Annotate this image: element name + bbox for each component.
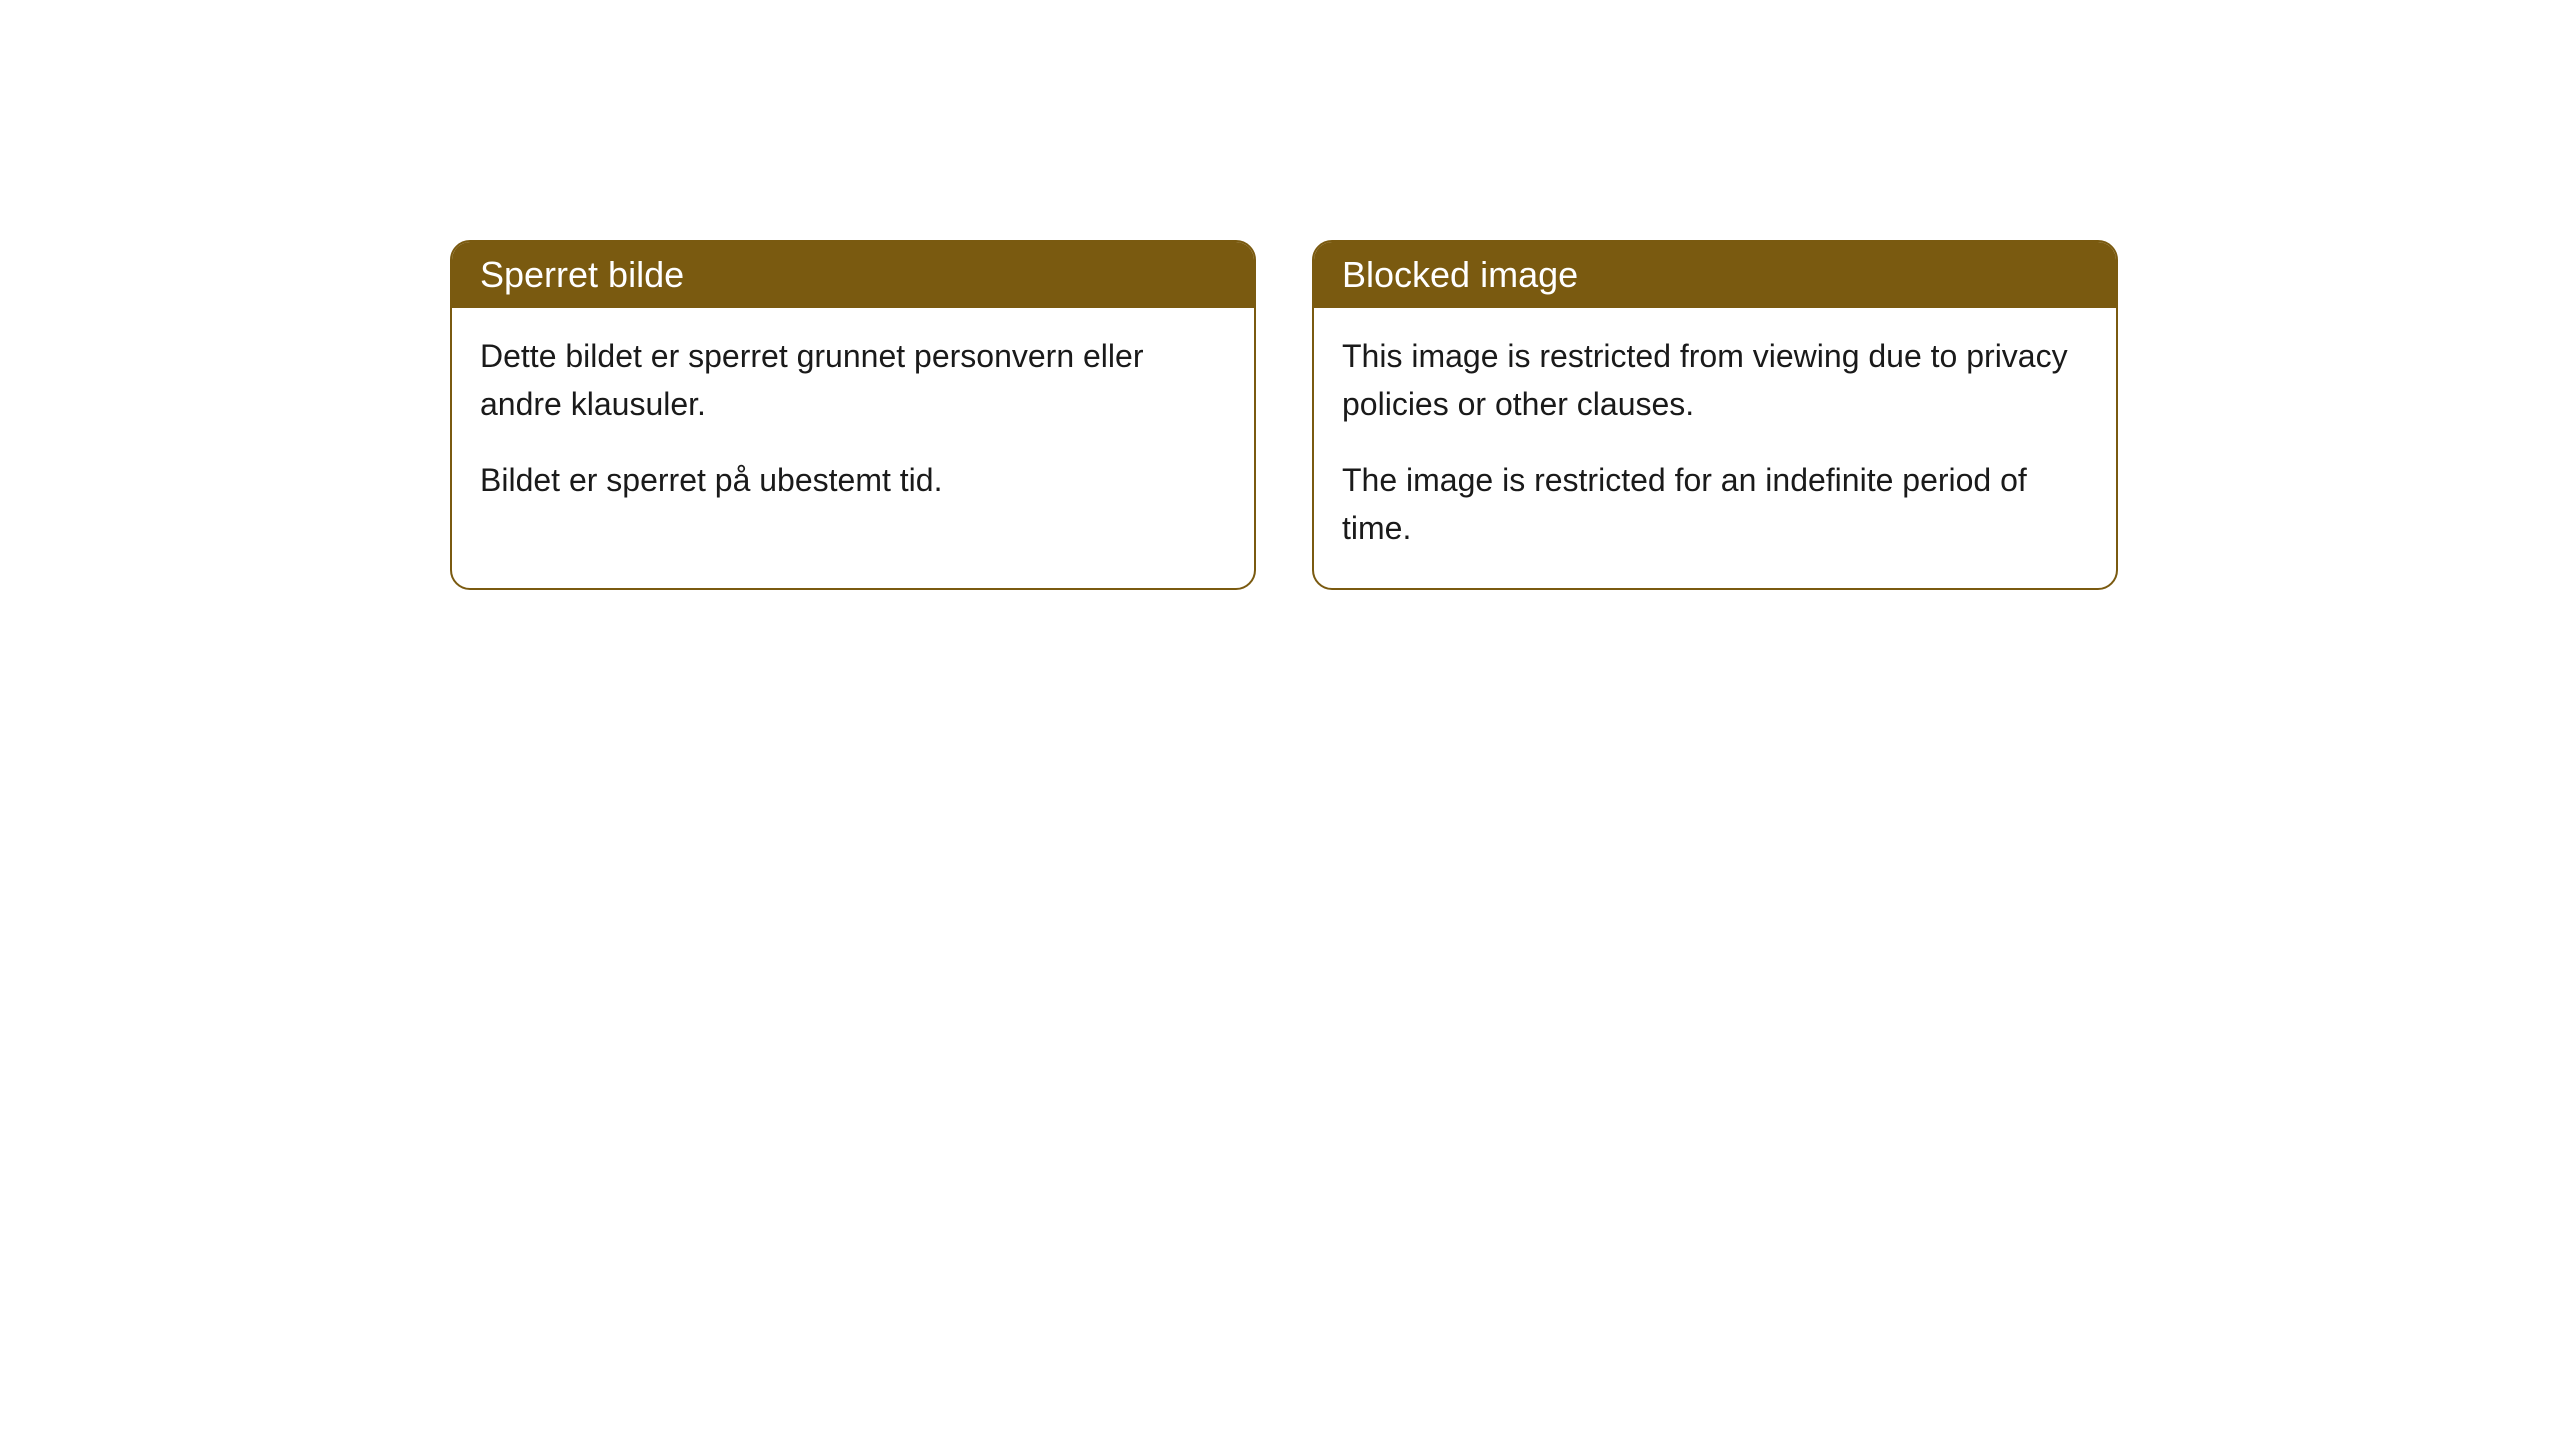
notice-card-english: Blocked image This image is restricted f… [1312, 240, 2118, 590]
notice-header-norwegian: Sperret bilde [452, 242, 1254, 308]
notice-header-english: Blocked image [1314, 242, 2116, 308]
notice-paragraph: This image is restricted from viewing du… [1342, 332, 2088, 428]
notice-body-norwegian: Dette bildet er sperret grunnet personve… [452, 308, 1254, 540]
notice-container: Sperret bilde Dette bildet er sperret gr… [0, 0, 2560, 590]
notice-title: Sperret bilde [480, 254, 684, 295]
notice-title: Blocked image [1342, 254, 1578, 295]
notice-paragraph: The image is restricted for an indefinit… [1342, 456, 2088, 552]
notice-body-english: This image is restricted from viewing du… [1314, 308, 2116, 588]
notice-card-norwegian: Sperret bilde Dette bildet er sperret gr… [450, 240, 1256, 590]
notice-paragraph: Dette bildet er sperret grunnet personve… [480, 332, 1226, 428]
notice-paragraph: Bildet er sperret på ubestemt tid. [480, 456, 1226, 504]
